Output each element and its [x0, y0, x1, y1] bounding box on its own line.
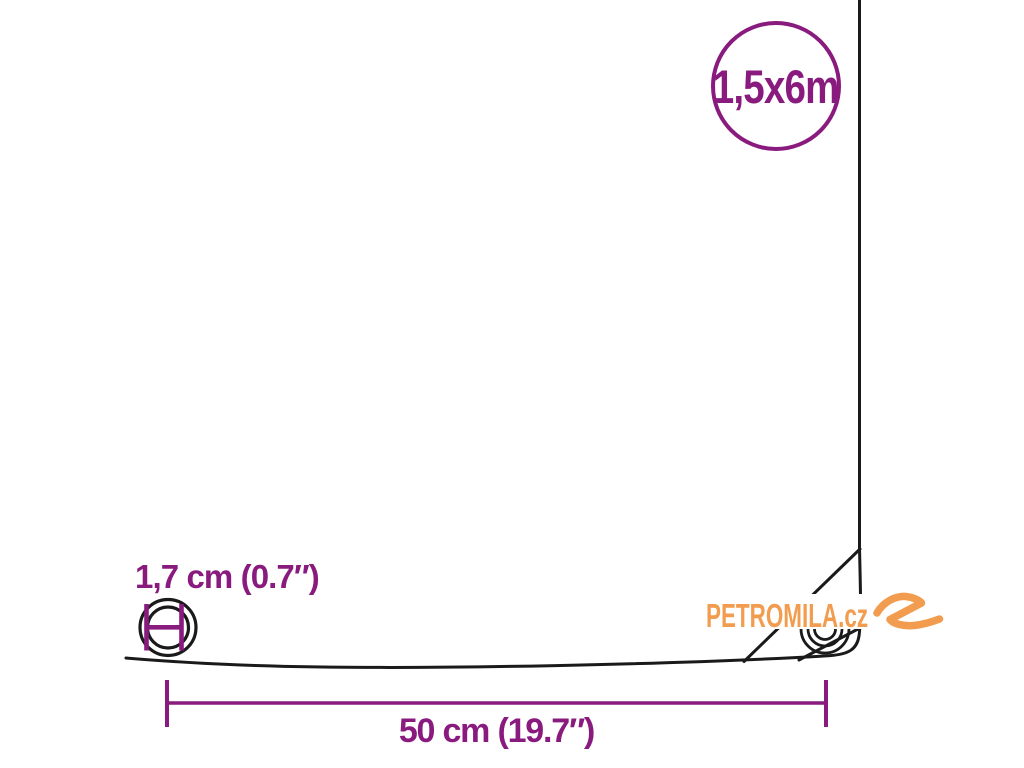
size-badge: 1,5x6m	[711, 21, 841, 151]
watermark-label: PETROMILA.cz	[706, 597, 869, 634]
eyelet-diameter-marker	[144, 604, 184, 651]
spacing-dimension-label: 50 cm (19.7″)	[398, 712, 596, 750]
eyelet-icon	[138, 597, 198, 658]
size-badge-label: 1,5x6m	[713, 59, 840, 113]
eyelet-dimension-label: 1,7 cm (0.7″)	[135, 558, 320, 595]
squiggle-icon	[873, 592, 944, 630]
watermark-background	[699, 594, 873, 629]
spacing-dimension-line	[165, 680, 828, 727]
